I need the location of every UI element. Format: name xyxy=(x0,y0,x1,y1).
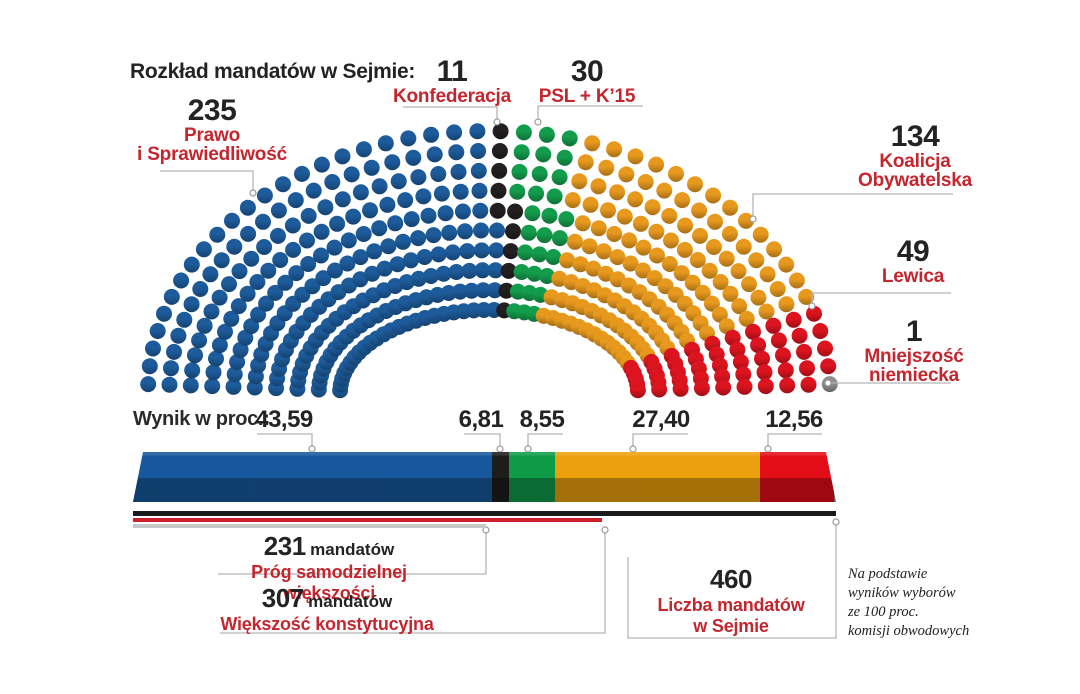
bar-segment-3 xyxy=(509,452,555,502)
party-label-pis: 235 Prawo i Sprawiedliwość xyxy=(122,94,302,165)
party-label-psl: 30 PSL + K’15 xyxy=(517,55,657,107)
threshold-unit: mandatów xyxy=(310,540,395,559)
threshold-value: 231 xyxy=(263,531,306,561)
bar-segment-4 xyxy=(555,452,760,502)
party-name-psl: PSL + K’15 xyxy=(538,86,636,107)
bar-segment-1 xyxy=(133,452,492,502)
party-label-konfederacja: 11 Konfederacja xyxy=(382,55,522,107)
party-label-lewica: 49 Lewica xyxy=(843,235,983,287)
annotation-majority-threshold: 231 mandatów Próg samodzielnej większośc… xyxy=(204,531,454,604)
party-seats-lewica: 49 xyxy=(896,235,930,268)
bar-segment-5 xyxy=(760,452,835,502)
constitutional-majority-line xyxy=(133,518,602,522)
party-name-pis: Prawo i Sprawiedliwość xyxy=(137,125,287,165)
percent-value-psl: 8,55 xyxy=(519,406,565,433)
page-title: Rozkład mandatów w Sejmie: xyxy=(130,60,416,83)
percent-value-konfederacja: 6,81 xyxy=(458,406,504,433)
annotation-constitutional-majority: 307 mandatów Większość konstytucyjna xyxy=(202,583,452,635)
party-label-ko: 134 Koalicja Obywatelska xyxy=(845,120,985,191)
total-seats-line xyxy=(133,511,836,516)
constitutional-label: Większość konstytucyjna xyxy=(220,614,434,634)
party-seats-ko: 134 xyxy=(890,120,940,153)
party-name-lewica: Lewica xyxy=(881,266,945,287)
constitutional-value: 307 xyxy=(261,583,304,613)
party-name-mn: Mniejszość niemiecka xyxy=(864,346,964,386)
party-seats-konfederacja: 11 xyxy=(436,55,468,88)
party-label-mn: 1 Mniejszość niemiecka xyxy=(844,315,984,386)
party-name-ko: Koalicja Obywatelska xyxy=(858,151,972,191)
party-seats-mn: 1 xyxy=(905,315,923,348)
annotation-total-seats: 460 Liczba mandatów w Sejmie xyxy=(631,564,831,637)
party-name-konfederacja: Konfederacja xyxy=(393,86,511,107)
threshold-label: Próg samodzielnej większości xyxy=(251,562,407,603)
party-seats-psl: 30 xyxy=(570,55,604,88)
source-note: Na podstawie wyników wyborów ze 100 proc… xyxy=(848,566,970,639)
percent-value-ko: 27,40 xyxy=(632,406,690,433)
percent-value-pis: 43,59 xyxy=(255,406,313,433)
total-label: Liczba mandatów w Sejmie xyxy=(657,595,805,636)
total-value: 460 xyxy=(710,564,752,594)
party-seats-pis: 235 xyxy=(187,94,237,127)
majority-threshold-line xyxy=(133,524,486,528)
constitutional-unit: mandatów xyxy=(308,592,393,611)
percent-value-lewica: 12,56 xyxy=(765,406,823,433)
result-bar xyxy=(133,452,836,502)
percent-title: Wynik w proc.: xyxy=(133,408,270,430)
bar-segment-2 xyxy=(492,452,509,502)
